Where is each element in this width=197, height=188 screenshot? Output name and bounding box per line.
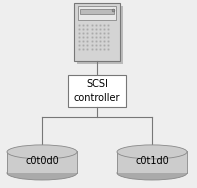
Bar	[117, 151, 187, 173]
Ellipse shape	[117, 145, 187, 159]
Text: SCSI
controller: SCSI controller	[74, 79, 120, 103]
FancyBboxPatch shape	[78, 6, 116, 20]
Ellipse shape	[117, 166, 187, 180]
Ellipse shape	[7, 145, 77, 159]
Bar	[7, 151, 77, 173]
FancyBboxPatch shape	[80, 9, 114, 14]
Text: c0t0d0: c0t0d0	[25, 156, 59, 166]
Text: c0t1d0: c0t1d0	[135, 156, 169, 166]
FancyBboxPatch shape	[77, 6, 123, 64]
Ellipse shape	[7, 166, 77, 180]
FancyBboxPatch shape	[68, 75, 126, 107]
FancyBboxPatch shape	[74, 3, 120, 61]
